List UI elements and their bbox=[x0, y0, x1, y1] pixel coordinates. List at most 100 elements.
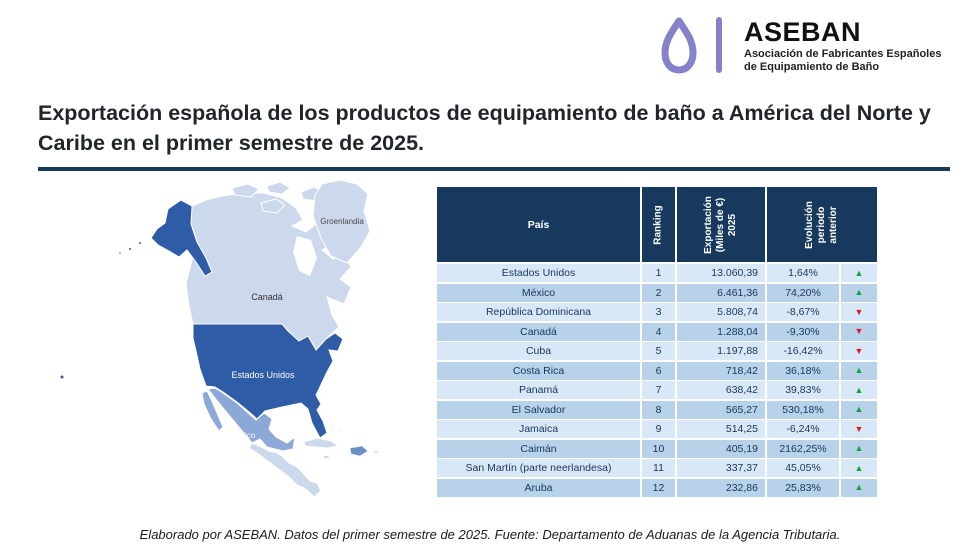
cell-ranking: 4 bbox=[642, 322, 675, 341]
cell-country: Costa Rica bbox=[437, 361, 640, 380]
cell-evolution-percent: 1,64% bbox=[767, 264, 839, 282]
table-header: País Ranking Exportación (Miles de €) 20… bbox=[437, 187, 877, 262]
cell-evolution-percent: 2162,25% bbox=[767, 439, 839, 458]
water-drop-icon bbox=[661, 17, 697, 74]
map-hispaniola-shape bbox=[349, 445, 369, 457]
cell-evolution-percent: 45,05% bbox=[767, 459, 839, 477]
header-evolution-label: Evolución periodo anterior bbox=[803, 200, 839, 249]
cell-export-value: 405,19 bbox=[677, 439, 765, 458]
trend-icon: ▼ bbox=[854, 345, 864, 356]
aseban-logo: ASEBAN Asociación de Fabricantes Español… bbox=[658, 14, 941, 76]
trend-icon: ▲ bbox=[854, 443, 864, 453]
cell-country: Aruba bbox=[437, 478, 640, 497]
cell-ranking: 5 bbox=[642, 342, 675, 360]
cell-evolution-percent: 36,18% bbox=[767, 361, 839, 380]
header-ranking-label: Ranking bbox=[652, 204, 664, 245]
cell-country: Caimán bbox=[437, 439, 640, 458]
cell-evolution-percent: -8,67% bbox=[767, 303, 839, 321]
trend-icon: ▲ bbox=[854, 462, 864, 473]
map-label-usa: Estados Unidos bbox=[231, 370, 295, 380]
table-row: Cuba 5 1.197,88 -16,42% ▼ bbox=[437, 342, 877, 360]
cell-country: Panamá bbox=[437, 381, 640, 399]
cell-export-value: 1.197,88 bbox=[677, 342, 765, 360]
map-greenland-shape bbox=[312, 179, 371, 264]
export-table: País Ranking Exportación (Miles de €) 20… bbox=[437, 187, 877, 497]
table-row: República Dominicana 3 5.808,74 -8,67% ▼ bbox=[437, 303, 877, 321]
trend-icon: ▲ bbox=[854, 384, 864, 395]
cell-evolution-percent: 530,18% bbox=[767, 400, 839, 419]
trend-icon: ▼ bbox=[854, 326, 864, 336]
title-divider bbox=[38, 167, 950, 171]
cell-ranking: 3 bbox=[642, 303, 675, 321]
source-note: Elaborado por ASEBAN. Datos del primer s… bbox=[139, 527, 841, 542]
map-jamaica-shape bbox=[322, 454, 330, 460]
header-export-label: Exportación (Miles de €) 2025 bbox=[702, 195, 738, 254]
cell-ranking: 2 bbox=[642, 283, 675, 302]
map-hawaii-dot bbox=[59, 374, 65, 380]
cell-ranking: 1 bbox=[642, 264, 675, 282]
map-bahamas-dot bbox=[337, 429, 341, 433]
logo-subtitle: Asociación de Fabricantes Españoles de E… bbox=[744, 48, 942, 73]
map-puerto-rico-shape bbox=[372, 450, 380, 454]
trend-icon: ▼ bbox=[854, 306, 864, 317]
cell-export-value: 232,86 bbox=[677, 478, 765, 497]
cell-country: San Martín (parte neerlandesa) bbox=[437, 459, 640, 477]
cell-export-value: 5.808,74 bbox=[677, 303, 765, 321]
map-alaska-shape bbox=[150, 199, 213, 277]
table-row: Estados Unidos 1 13.060,39 1,64% ▲ bbox=[437, 264, 877, 282]
north-america-map: Groenlandia Canadá Estados Unidos México bbox=[20, 179, 440, 512]
map-arctic-island bbox=[266, 181, 291, 195]
cell-ranking: 6 bbox=[642, 361, 675, 380]
table-row: El Salvador 8 565,27 530,18% ▲ bbox=[437, 400, 877, 419]
logo-divider-bar bbox=[716, 17, 722, 73]
map-label-mexico: México bbox=[229, 430, 256, 440]
cell-country: México bbox=[437, 283, 640, 302]
table-row: Canadá 4 1.288,04 -9,30% ▼ bbox=[437, 322, 877, 341]
cell-evolution-percent: -9,30% bbox=[767, 322, 839, 341]
logo-title: ASEBAN bbox=[744, 17, 862, 47]
cell-country: El Salvador bbox=[437, 400, 640, 419]
map-aleutian-island bbox=[118, 251, 122, 255]
page-title: Exportación española de los productos de… bbox=[38, 101, 931, 155]
table-row: México 2 6.461,36 74,20% ▲ bbox=[437, 283, 877, 302]
cell-export-value: 718,42 bbox=[677, 361, 765, 380]
map-hudson-bay bbox=[293, 236, 317, 276]
map-cuba-shape bbox=[303, 437, 340, 449]
cell-ranking: 10 bbox=[642, 439, 675, 458]
table-row: Costa Rica 6 718,42 36,18% ▲ bbox=[437, 361, 877, 380]
cell-ranking: 12 bbox=[642, 478, 675, 497]
cell-ranking: 9 bbox=[642, 420, 675, 438]
cell-export-value: 337,37 bbox=[677, 459, 765, 477]
table-row: Panamá 7 638,42 39,83% ▲ bbox=[437, 381, 877, 399]
map-baja-california bbox=[201, 390, 224, 432]
map-mexico-shape bbox=[207, 387, 296, 452]
trend-icon: ▲ bbox=[854, 365, 864, 375]
cell-country: Cuba bbox=[437, 342, 640, 360]
cell-ranking: 11 bbox=[642, 459, 675, 477]
map-label-canada: Canadá bbox=[251, 292, 283, 302]
table-row: San Martín (parte neerlandesa) 11 337,37… bbox=[437, 459, 877, 477]
map-canada-shape bbox=[185, 192, 352, 351]
trend-icon: ▲ bbox=[854, 267, 864, 278]
cell-evolution-percent: -16,42% bbox=[767, 342, 839, 360]
cell-export-value: 6.461,36 bbox=[677, 283, 765, 302]
trend-icon: ▲ bbox=[854, 404, 864, 414]
cell-country: Jamaica bbox=[437, 420, 640, 438]
cell-evolution-percent: 25,83% bbox=[767, 478, 839, 497]
map-arctic-island bbox=[231, 183, 260, 198]
cell-export-value: 638,42 bbox=[677, 381, 765, 399]
trend-icon: ▲ bbox=[854, 482, 864, 492]
map-bahamas-dot bbox=[331, 424, 335, 428]
header-country-label: País bbox=[527, 218, 550, 231]
table-header-country: País bbox=[437, 187, 640, 262]
cell-country: Estados Unidos bbox=[437, 264, 640, 282]
cell-evolution-percent: 39,83% bbox=[767, 381, 839, 399]
trend-icon: ▲ bbox=[854, 287, 864, 297]
map-central-america-shape bbox=[248, 442, 322, 498]
table-body: Estados Unidos 1 13.060,39 1,64% ▲ Méxic… bbox=[437, 264, 877, 497]
map-arctic-island bbox=[260, 198, 286, 214]
table-header-evolution: Evolución periodo anterior bbox=[767, 187, 877, 262]
table-row: Caimán 10 405,19 2162,25% ▲ bbox=[437, 439, 877, 458]
table-row: Jamaica 9 514,25 -6,24% ▼ bbox=[437, 420, 877, 438]
